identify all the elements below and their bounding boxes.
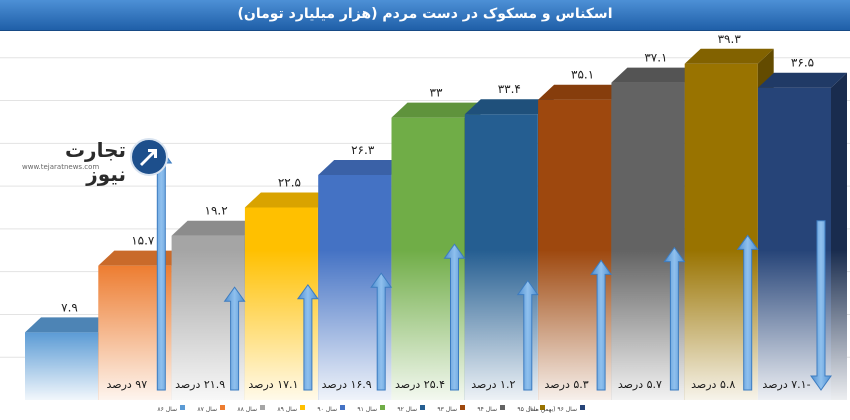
legend-label: سال ۹۰ xyxy=(317,406,337,413)
value-label: ۳۵.۱ xyxy=(571,68,594,82)
growth-label: ۱.۲ درصد xyxy=(471,378,515,391)
legend-swatch xyxy=(460,405,465,410)
value-label: ۷.۹ xyxy=(61,300,78,314)
legend-item: سال ۸۷ xyxy=(197,405,225,413)
growth-arrow xyxy=(296,283,319,391)
legend-item: سال ۹۲ xyxy=(397,405,425,413)
legend-label: سال ۸۷ xyxy=(197,406,217,413)
growth-label: ۲۱.۹ درصد xyxy=(175,378,225,391)
legend-swatch xyxy=(580,405,585,410)
legend-item: سال ۹۰ xyxy=(317,405,345,413)
growth-arrow xyxy=(590,259,613,391)
bar-top xyxy=(611,67,701,83)
bar-11 xyxy=(758,72,847,400)
value-label: ۲۶.۳ xyxy=(351,143,375,157)
logo-site: www.tejaratnews.com xyxy=(22,163,100,171)
bar-top xyxy=(244,192,334,208)
legend-swatch xyxy=(500,405,505,410)
bar-top xyxy=(391,102,481,118)
growth-label: ۵.۷ درصد xyxy=(618,378,662,391)
legend-item: سال ۸۹ xyxy=(277,405,305,413)
growth-label: ۹۷ درصد xyxy=(106,378,147,391)
bar-top xyxy=(684,48,774,64)
legend-swatch xyxy=(540,405,545,410)
growth-label: ۱۶.۹ درصد xyxy=(322,378,372,391)
legend-label: سال ۹۶ (بهمن ماه) xyxy=(528,406,577,413)
value-label: ۳۳ xyxy=(430,86,443,100)
value-label: ۳۳.۴ xyxy=(498,82,521,96)
bar-top xyxy=(464,99,554,115)
growth-arrow xyxy=(516,279,539,391)
bar-top xyxy=(538,84,628,100)
legend-item: سال ۹۴ xyxy=(477,405,505,413)
growth-arrow xyxy=(443,243,466,391)
legend-item: سال ۸۶ xyxy=(157,405,185,413)
legend-swatch xyxy=(380,405,385,410)
growth-arrow xyxy=(370,272,393,391)
growth-label: ۵.۸ درصد xyxy=(691,378,735,391)
legend-swatch xyxy=(340,405,345,410)
data-labels: ۷.۹ ۱۵.۷ ۹۷ درصد ۱۹.۲ ۲۱.۹ درصد ۲۲.۵ ۱۷.۱ درصد… xyxy=(61,32,814,391)
value-label: ۳۹.۳ xyxy=(718,32,742,46)
bar-top xyxy=(171,220,261,236)
bar-top xyxy=(318,159,408,175)
legend-item: سال ۹۳ xyxy=(437,405,465,413)
legend-item: سال ۹۶ (بهمن ماه) xyxy=(528,405,585,413)
legend: سال ۸۶ سال ۸۷ سال ۸۸ سال ۸۹ سال ۹۰ سال ۹۱ سال … xyxy=(157,405,585,413)
legend-label: سال ۸۹ xyxy=(277,406,297,413)
tejarat-news-logo: تجارت نیوز www.tejaratnews.com xyxy=(22,138,172,186)
legend-item: سال ۹۵ xyxy=(517,405,545,413)
bars xyxy=(25,48,847,401)
bar-fade xyxy=(758,250,847,400)
growth-label: ۲۵.۴ درصد xyxy=(395,378,445,391)
legend-label: سال ۹۴ xyxy=(477,406,497,413)
legend-label: سال ۹۳ xyxy=(437,406,457,413)
growth-arrow xyxy=(736,234,759,391)
growth-label: ۱۷.۱ درصد xyxy=(248,378,298,391)
legend-swatch xyxy=(300,405,305,410)
growth-arrows xyxy=(150,148,832,391)
value-label: ۳۷.۱ xyxy=(644,51,667,65)
growth-arrow xyxy=(810,220,832,391)
legend-label: سال ۹۲ xyxy=(397,406,417,413)
bar-top xyxy=(758,72,847,88)
legend-label: سال ۸۶ xyxy=(157,406,177,413)
logo-arrow-icon xyxy=(130,138,168,176)
legend-label: سال ۹۵ xyxy=(517,406,537,413)
value-label: ۱۹.۲ xyxy=(205,204,228,218)
legend-item: سال ۹۱ xyxy=(357,405,385,413)
value-label: ۱۵.۷ xyxy=(131,234,155,248)
legend-label: سال ۹۱ xyxy=(357,406,377,413)
title-bar: اسکناس و مسکوک در دست مردم (هزار میلیارد… xyxy=(0,0,850,31)
growth-label: ۵.۳ درصد xyxy=(545,378,589,391)
growth-arrow xyxy=(223,286,246,391)
legend-swatch xyxy=(260,405,265,410)
growth-label: -۷.۱ درصد xyxy=(762,378,810,391)
value-label: ۲۲.۵ xyxy=(278,176,301,190)
logo-name: تجارت نیوز xyxy=(64,138,126,186)
legend-label: سال ۸۸ xyxy=(237,406,257,413)
bar-top xyxy=(25,317,114,333)
chart-title: اسکناس و مسکوک در دست مردم (هزار میلیارد… xyxy=(237,6,613,22)
legend-swatch xyxy=(220,405,225,410)
legend-item: سال ۸۸ xyxy=(237,405,265,413)
legend-swatch xyxy=(180,405,185,410)
growth-arrow xyxy=(663,246,686,391)
value-label: ۳۶.۵ xyxy=(791,56,814,70)
legend-swatch xyxy=(420,405,425,410)
